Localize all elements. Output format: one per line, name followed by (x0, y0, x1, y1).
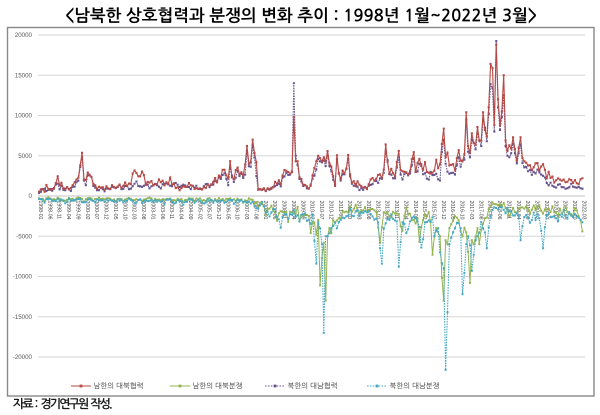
svg-text:2013-11: 2013-11 (393, 201, 399, 220)
svg-text:2010-02: 2010-02 (309, 201, 315, 220)
svg-text:2015-02: 2015-02 (421, 201, 427, 220)
svg-text:2022-03: 2022-03 (580, 201, 586, 220)
svg-text:2004-04: 2004-04 (178, 201, 184, 220)
svg-text:2009-09: 2009-09 (299, 201, 305, 220)
svg-text:2002-03: 2002-03 (131, 201, 137, 220)
svg-text:2003-01: 2003-01 (149, 201, 155, 220)
svg-text:2003-06: 2003-06 (159, 201, 165, 220)
svg-text:20000: 20000 (15, 32, 33, 39)
svg-text:10000: 10000 (15, 113, 33, 120)
svg-text:2017-08: 2017-08 (477, 201, 483, 220)
svg-text:-10000: -10000 (13, 274, 33, 281)
svg-text:2000-12: 2000-12 (103, 201, 109, 220)
svg-text:0: 0 (29, 193, 33, 200)
svg-text:2006-10: 2006-10 (234, 201, 240, 220)
svg-text:2018-01: 2018-01 (487, 201, 493, 220)
svg-text:1998-06: 1998-06 (46, 201, 52, 220)
svg-text:5000: 5000 (18, 153, 32, 160)
svg-text:2005-07: 2005-07 (206, 201, 212, 220)
svg-text:2020-12: 2020-12 (552, 201, 558, 220)
svg-text:-5000: -5000 (16, 233, 32, 240)
svg-text:2011-05: 2011-05 (337, 201, 343, 220)
svg-text:-15000: -15000 (13, 314, 33, 321)
svg-text:2016-05: 2016-05 (449, 201, 455, 220)
svg-text:2007-03: 2007-03 (243, 201, 249, 220)
svg-text:2005-02: 2005-02 (196, 201, 202, 220)
svg-text:2013-06: 2013-06 (384, 201, 390, 220)
svg-text:2000-07: 2000-07 (93, 201, 99, 220)
svg-text:2017-03: 2017-03 (468, 201, 474, 220)
svg-text:2016-10: 2016-10 (459, 201, 465, 220)
svg-text:1999-04: 1999-04 (65, 201, 71, 220)
svg-text:2001-10: 2001-10 (121, 201, 127, 220)
svg-text:2003-11: 2003-11 (168, 201, 174, 220)
svg-text:1999-09: 1999-09 (75, 201, 81, 220)
svg-text:2013-01: 2013-01 (374, 201, 380, 220)
svg-text:2010-12: 2010-12 (327, 201, 333, 220)
svg-text:2014-09: 2014-09 (412, 201, 418, 220)
svg-text:2015-12: 2015-12 (440, 201, 446, 220)
svg-text:2005-12: 2005-12 (215, 201, 221, 220)
svg-text:2004-09: 2004-09 (187, 201, 193, 220)
svg-text:2018-11: 2018-11 (505, 201, 511, 220)
svg-text:2006-05: 2006-05 (224, 201, 230, 220)
svg-text:-20000: -20000 (13, 354, 33, 361)
svg-text:2010-07: 2010-07 (318, 201, 324, 220)
svg-text:2008-11: 2008-11 (281, 201, 287, 220)
svg-text:1998-11: 1998-11 (56, 201, 62, 220)
svg-text:1998-01: 1998-01 (37, 201, 43, 220)
svg-text:2015-07: 2015-07 (431, 201, 437, 220)
svg-text:2002-08: 2002-08 (140, 201, 146, 220)
svg-text:2007-08: 2007-08 (253, 201, 259, 220)
svg-text:15000: 15000 (15, 72, 33, 79)
svg-text:2000-02: 2000-02 (84, 201, 90, 220)
svg-text:2001-05: 2001-05 (112, 201, 118, 220)
